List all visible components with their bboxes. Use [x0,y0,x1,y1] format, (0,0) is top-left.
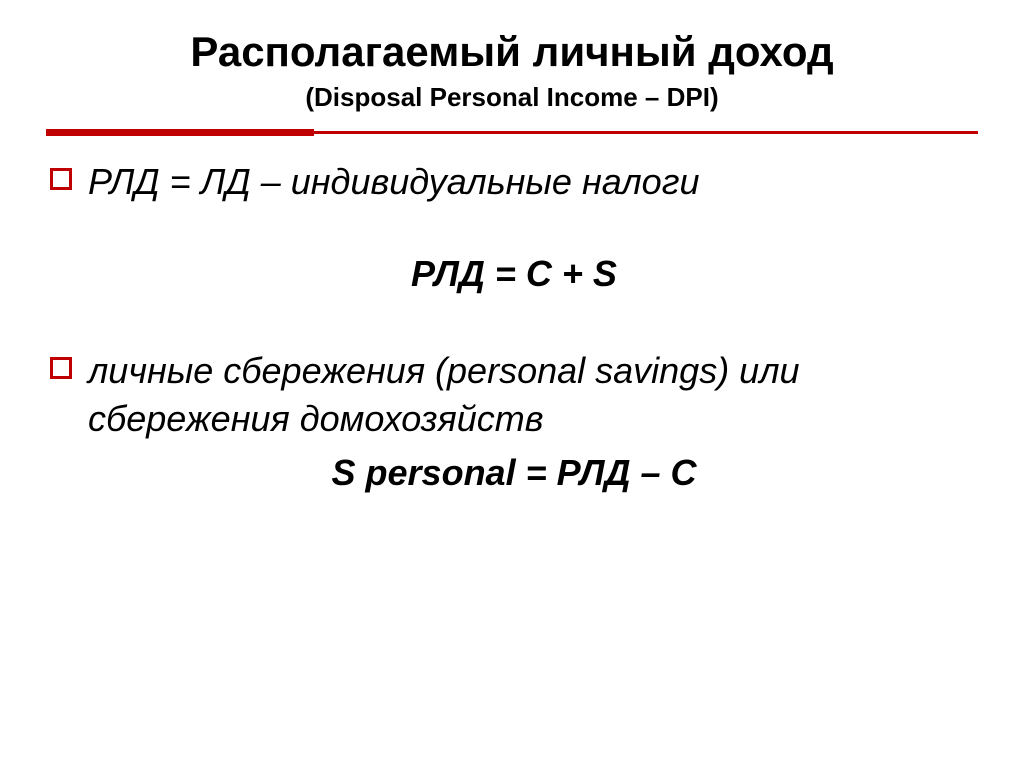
slide-subtitle: (Disposal Personal Income – DPI) [46,82,978,113]
formula-s-personal: S personal = РЛД – C [50,452,978,494]
slide-title: Располагаемый личный доход [46,28,978,76]
title-underline-rule [46,129,978,136]
slide-title-block: Располагаемый личный доход (Disposal Per… [46,28,978,113]
bullet-item: РЛД = ЛД – индивидуальные налоги [50,158,978,207]
formula-rld-cs: РЛД = C + S [50,253,978,295]
square-bullet-icon [50,168,72,190]
slide-content: РЛД = ЛД – индивидуальные налоги РЛД = C… [46,158,978,494]
rule-thin-segment [314,131,978,134]
bullet-text: РЛД = ЛД – индивидуальные налоги [88,158,699,207]
bullet-text: личные сбережения (personal savings) или… [88,347,978,444]
rule-thick-segment [46,129,314,136]
bullet-item: личные сбережения (personal savings) или… [50,347,978,444]
square-bullet-icon [50,357,72,379]
